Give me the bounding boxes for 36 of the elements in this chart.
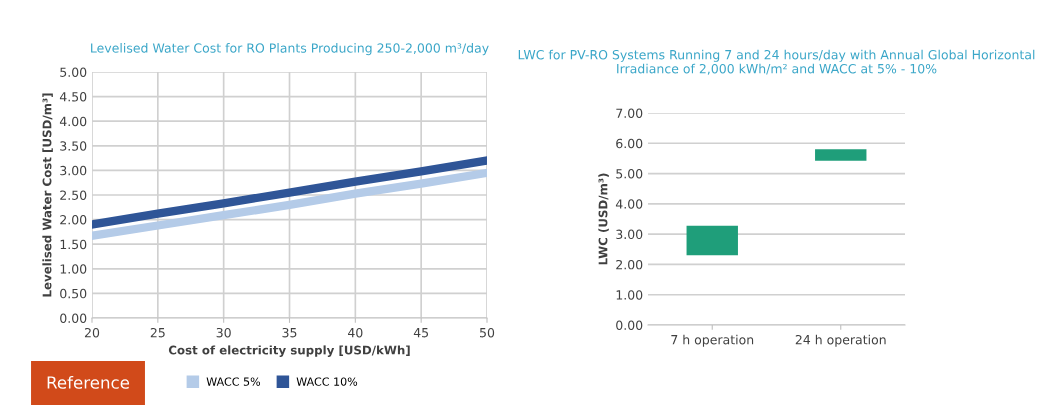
x-tick-label: 45 [413,328,429,338]
y-tick-label: 1.00 [60,264,87,274]
x-tick-label: 50 [480,327,495,338]
x-tick-label: 24 h operation [795,334,886,347]
x-tick-label: 35 [282,327,297,338]
y-tick-label: 0.50 [60,288,87,299]
legend-label: WACC 10% [296,377,358,386]
text: Reference [47,375,130,389]
y-tick-label: 4.00 [59,116,87,127]
x-tick-label: 30 [216,327,231,338]
y-axis-title: Levelised Water Cost [USD/m³] [42,93,53,297]
y-tick-label: 2.00 [60,215,87,225]
x-axis-title: Cost of electricity supply [USD/kWh] [168,345,410,357]
x-tick-label: 40 [347,327,363,338]
y-tick-label: 2.00 [616,259,643,270]
y-tick-label: 5.00 [60,67,87,77]
x-tick-label: 20 [84,327,100,338]
y-tick-label: 3.00 [60,165,87,176]
y-tick-label: 4.50 [59,92,87,102]
y-tick-label: 7.00 [616,108,643,118]
x-tick-label: 25 [150,327,165,338]
y-tick-label: 2.50 [60,190,87,200]
legend-label: WACC 5% [206,377,261,386]
y-axis-title: LWC (USD/m³) [598,173,609,265]
y-tick-label: 0.00 [616,320,643,330]
y-tick-label: 4.00 [615,199,643,209]
y-tick-label: 1.00 [616,290,643,300]
y-tick-label: 1.50 [60,239,87,250]
y-tick-label: 0.00 [60,313,87,323]
chart-title: LWC for PV-RO Systems Running 7 and 24 hours/day with Annual Global Horizontal Irradiance of 2,000 kWh/m² and WACC at 5% - 10% [518,49,1035,75]
y-tick-label: 3.50 [60,141,87,151]
y-tick-label: 6.00 [616,138,643,149]
chart-title: Levelised Water Cost for RO Plants Producing 250-2,000 m³/day [91,43,489,56]
y-tick-label: 3.00 [616,229,643,240]
y-tick-label: 5.00 [616,169,643,179]
x-tick-label: 7 h operation [671,334,754,347]
